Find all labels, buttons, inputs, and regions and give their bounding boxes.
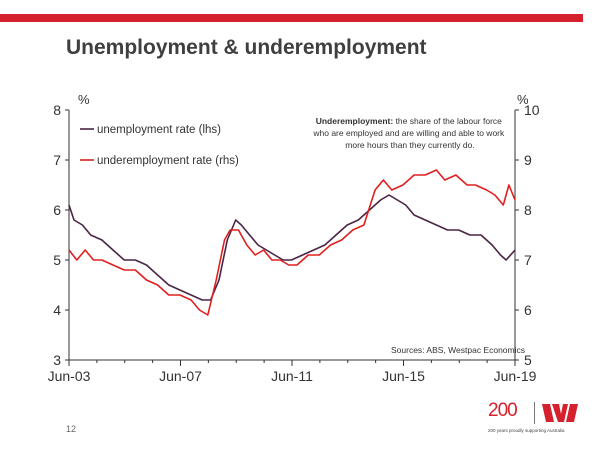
top-accent-bar	[0, 14, 583, 22]
y-tick-label-right: 10	[524, 102, 540, 118]
annotation-line-3: more hours than they currently do.	[345, 140, 474, 150]
y-tick-label-right: 5	[524, 352, 532, 368]
y-axis-label-right: %	[517, 92, 529, 107]
x-tick-label: Jun-11	[271, 368, 313, 384]
y-tick-label-right: 9	[524, 152, 532, 168]
x-tick-label: Jun-15	[382, 368, 425, 384]
series-line-unemployment	[68, 194, 516, 301]
series-line-underemployment	[68, 169, 516, 316]
annotation-text: Underemployment: the share of the labour…	[312, 116, 506, 150]
x-tick-label: Jun-07	[159, 368, 202, 384]
y-axis-label-left: %	[78, 92, 90, 107]
page-number: 12	[66, 424, 77, 434]
y-tick-label-left: 3	[53, 352, 61, 368]
annotation-line-1: the share of the labour force	[396, 116, 503, 126]
y-tick-label-left: 7	[53, 152, 61, 168]
source-note: Sources: ABS, Westpac Economics	[391, 345, 525, 355]
y-tick-label-right: 6	[524, 302, 532, 318]
y-tick-label-right: 7	[524, 252, 532, 268]
x-tick-label: Jun-19	[494, 368, 537, 384]
y-tick-label-left: 6	[53, 202, 61, 218]
annotation-bold: Underemployment:	[316, 116, 394, 126]
logo-200-text: 200	[488, 400, 518, 421]
legend-label: unemployment rate (lhs)	[97, 124, 221, 136]
slide-title: Unemployment & underemployment	[66, 36, 427, 59]
legend-label: underemployment rate (rhs)	[97, 155, 239, 167]
logo-divider	[534, 402, 535, 424]
x-tick-label: Jun-03	[48, 368, 91, 384]
westpac-w-icon	[542, 404, 578, 422]
y-tick-label-left: 8	[53, 102, 61, 118]
westpac-logo: 200 200 years proudly supporting Austral…	[488, 400, 588, 440]
y-tick-label-right: 8	[524, 202, 532, 218]
y-tick-label-left: 5	[53, 252, 61, 268]
logo-tagline: 200 years proudly supporting Australia	[488, 428, 565, 433]
y-tick-label-left: 4	[53, 302, 61, 318]
annotation-line-2: who are employed and are willing and abl…	[312, 128, 505, 138]
